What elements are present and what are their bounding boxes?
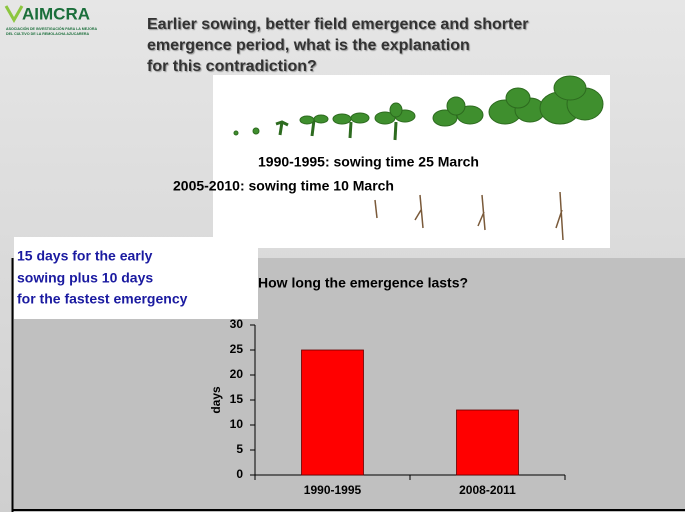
title: for this contradiction? [147, 58, 317, 75]
y-tick-label: 10 [230, 417, 244, 431]
logo: AIMCRA [22, 4, 90, 23]
y-tick-label: 20 [230, 367, 244, 381]
callout: for the fastest emergency [17, 291, 188, 307]
y-tick-label: 5 [236, 442, 243, 456]
bar [457, 410, 519, 475]
bar [302, 350, 364, 475]
y-axis-label: days [209, 386, 223, 414]
callout: sowing plus 10 days [17, 270, 153, 286]
note: 1990-1995: sowing time 25 March [258, 154, 479, 170]
slide: AIMCRA ASOCIACIÓN DE INVESTIGACIÓN PARA … [0, 0, 685, 512]
note: 2005-2010: sowing time 10 March [173, 178, 394, 194]
title: emergence period, what is the explanatio… [147, 37, 470, 54]
y-tick-label: 25 [230, 342, 244, 356]
y-tick-label: 15 [230, 392, 244, 406]
logo-subtitle: ASOCIACIÓN DE INVESTIGACIÓN PARA LA MEJO… [6, 26, 98, 31]
y-tick-label: 0 [236, 467, 243, 481]
title: Earlier sowing, better field emergence a… [147, 16, 528, 33]
callout: 15 days for the early [17, 248, 153, 264]
logo-subtitle: DEL CULTIVO DE LA REMOLACHA AZUCARERA [6, 32, 90, 36]
x-tick-label: 2008-2011 [459, 483, 516, 497]
chart-title: How long the emergence lasts? [258, 275, 468, 291]
x-tick-label: 1990-1995 [304, 483, 362, 497]
y-tick-label: 30 [230, 317, 244, 331]
